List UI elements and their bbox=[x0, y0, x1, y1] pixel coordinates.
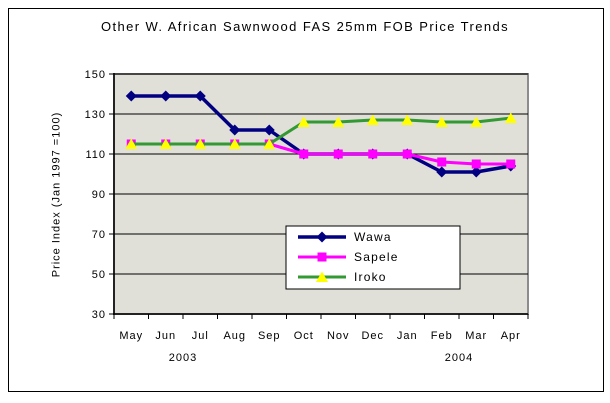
year-label-2004: 2004 bbox=[445, 352, 473, 364]
x-tick-label-jan: Jan bbox=[397, 330, 418, 342]
y-tick-label: 110 bbox=[85, 149, 106, 161]
x-tick-label-may: May bbox=[119, 330, 143, 342]
marker-iroko bbox=[297, 116, 310, 127]
marker-iroko bbox=[263, 138, 276, 149]
x-tick-label-oct: Oct bbox=[294, 330, 314, 342]
marker-sapele bbox=[368, 149, 378, 159]
marker-sapele bbox=[437, 157, 447, 167]
y-tick-label: 50 bbox=[92, 269, 106, 281]
marker-wawa bbox=[263, 124, 275, 136]
y-tick-label: 90 bbox=[92, 189, 106, 201]
legend-label-wawa: Wawa bbox=[354, 230, 392, 244]
x-tick-label-mar: Mar bbox=[465, 330, 487, 342]
x-tick-label-apr: Apr bbox=[501, 330, 521, 342]
marker-wawa bbox=[229, 124, 241, 136]
marker-sapele bbox=[402, 149, 412, 159]
x-tick-label-jun: Jun bbox=[155, 330, 176, 342]
y-tick-label: 130 bbox=[85, 109, 106, 121]
x-tick-label-dec: Dec bbox=[361, 330, 384, 342]
marker-wawa bbox=[194, 90, 206, 102]
marker-wawa bbox=[436, 166, 448, 178]
marker-sapele bbox=[506, 159, 516, 169]
marker-iroko bbox=[504, 112, 517, 123]
x-tick-label-feb: Feb bbox=[431, 330, 453, 342]
y-tick-label: 70 bbox=[92, 229, 106, 241]
marker-iroko bbox=[366, 114, 379, 125]
x-tick-label-nov: Nov bbox=[327, 330, 350, 342]
series-line-iroko bbox=[131, 116, 511, 146]
marker-sapele bbox=[471, 159, 481, 169]
marker-wawa bbox=[160, 90, 172, 102]
marker-iroko bbox=[125, 138, 138, 149]
marker-iroko bbox=[401, 114, 414, 125]
marker-iroko bbox=[435, 116, 448, 127]
y-tick-label: 150 bbox=[85, 69, 106, 81]
marker-iroko bbox=[332, 116, 345, 127]
legend-marker-iroko bbox=[316, 271, 328, 282]
y-tick-label: 30 bbox=[92, 309, 106, 321]
marker-wawa bbox=[125, 90, 137, 102]
marker-iroko bbox=[228, 138, 241, 149]
x-tick-label-jul: Jul bbox=[192, 330, 209, 342]
legend-marker-wawa bbox=[316, 231, 328, 243]
marker-iroko bbox=[159, 138, 172, 149]
marker-iroko bbox=[194, 138, 207, 149]
legend-label-iroko: Iroko bbox=[354, 270, 387, 284]
year-label-2003: 2003 bbox=[169, 352, 197, 364]
x-tick-label-aug: Aug bbox=[223, 330, 246, 342]
marker-sapele bbox=[299, 149, 309, 159]
legend-marker-sapele bbox=[317, 252, 327, 262]
marker-wawa bbox=[470, 166, 482, 178]
marker-sapele bbox=[333, 149, 343, 159]
x-tick-label-sep: Sep bbox=[258, 330, 281, 342]
marker-iroko bbox=[470, 116, 483, 127]
legend-label-sapele: Sapele bbox=[354, 250, 399, 264]
chart-title: Other W. African Sawnwood FAS 25mm FOB P… bbox=[100, 19, 510, 34]
